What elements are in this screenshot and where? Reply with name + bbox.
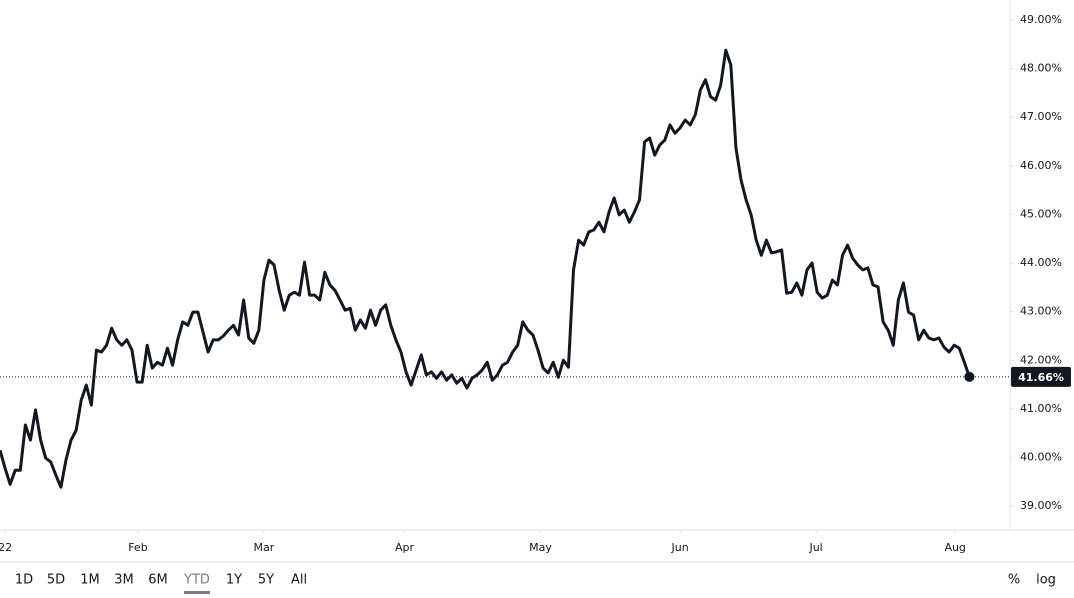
range-button[interactable]: YTD — [183, 573, 210, 588]
range-selected-underline — [184, 591, 210, 594]
y-tick-label: 42.00% — [1020, 353, 1062, 366]
x-tick-label: Apr — [395, 541, 415, 554]
range-button[interactable]: 1Y — [226, 573, 242, 588]
price-line — [0, 48, 971, 489]
price-label-box — [1011, 366, 1071, 387]
range-button[interactable]: 6M — [148, 573, 168, 588]
scale-button[interactable]: log — [1036, 573, 1056, 588]
x-tick-label: Feb — [128, 541, 147, 554]
y-tick-label: 40.00% — [1020, 451, 1062, 464]
y-tick-label: 41.00% — [1020, 402, 1062, 415]
range-button[interactable]: 3M — [114, 573, 134, 588]
x-tick-label: Jul — [808, 541, 822, 554]
scale-button[interactable]: % — [1008, 573, 1020, 588]
y-tick-label: 46.00% — [1020, 159, 1062, 172]
x-tick-label: May — [529, 541, 552, 554]
range-button[interactable]: All — [291, 573, 307, 588]
last-point — [964, 371, 975, 382]
y-tick-label: 48.00% — [1020, 62, 1062, 75]
range-button[interactable]: 5Y — [258, 573, 274, 588]
price-label: 41.66% — [1018, 371, 1064, 384]
range-button[interactable]: 1M — [80, 573, 100, 588]
x-tick-label: Aug — [944, 541, 965, 554]
y-tick-label: 39.00% — [1020, 499, 1062, 512]
x-tick-label: Jun — [671, 541, 689, 554]
y-tick-label: 45.00% — [1020, 207, 1062, 220]
x-tick-label: 22 — [0, 541, 12, 554]
x-tick-label: Mar — [254, 541, 275, 554]
y-tick-label: 43.00% — [1020, 305, 1062, 318]
y-tick-label: 49.00% — [1020, 13, 1062, 26]
range-button[interactable]: 1D — [15, 573, 33, 588]
range-button[interactable]: 5D — [47, 573, 65, 588]
y-tick-label: 47.00% — [1020, 110, 1062, 123]
y-tick-label: 44.00% — [1020, 256, 1062, 269]
